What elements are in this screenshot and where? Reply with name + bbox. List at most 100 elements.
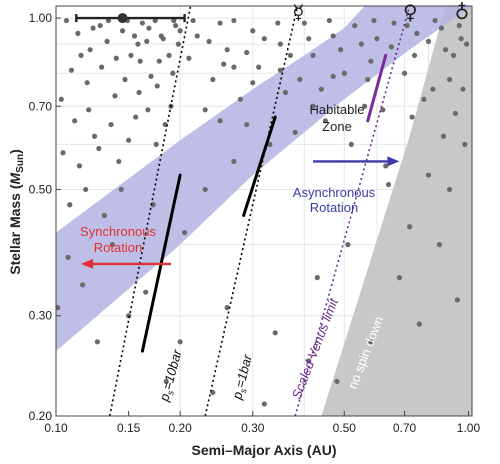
data-point: [456, 22, 462, 29]
data-point: [277, 67, 284, 73]
model-lines: [108, 6, 411, 416]
data-point: [310, 103, 316, 109]
data-point: [380, 107, 386, 113]
data-point: [458, 36, 464, 42]
data-point: [464, 41, 470, 47]
habitable-label-line2: Zone: [322, 119, 352, 134]
data-point: [407, 224, 413, 230]
data-point: [224, 47, 230, 53]
ps1-p: p: [229, 390, 246, 402]
data-point: [90, 25, 96, 31]
x-tick-label: 0.70: [393, 421, 417, 435]
scaled-venus-limit-line: [294, 6, 411, 416]
data-point: [244, 121, 250, 128]
errorbar: [75, 13, 186, 24]
data-point: [409, 114, 415, 120]
data-point: [287, 52, 293, 58]
axis-ticks: 0.10 0.15 0.20 0.30 0.50 0.70 1.00 0.20 0.30 0.50…: [29, 11, 481, 435]
data-point: [146, 25, 152, 31]
data-point: [292, 129, 298, 135]
data-point: [158, 33, 164, 39]
data-point: [96, 145, 102, 152]
data-point: [250, 80, 256, 86]
mercury-symbol: ☿: [292, 0, 304, 24]
data-point: [97, 22, 103, 29]
data-point: [206, 38, 212, 44]
data-point: [374, 36, 380, 42]
data-point: [143, 289, 149, 295]
data-point: [118, 186, 124, 193]
data-point: [261, 36, 267, 42]
data-point: [194, 33, 200, 39]
data-point: [450, 52, 457, 58]
data-point: [256, 64, 262, 70]
data-point: [365, 76, 371, 83]
data-point: [446, 76, 453, 83]
y-axis-label-sub: Sun: [15, 154, 26, 173]
plot-frame: [55, 5, 473, 417]
data-point: [79, 282, 86, 288]
data-point: [136, 89, 142, 96]
data-point: [170, 70, 176, 76]
synchronous-label-line1: Synchronous: [80, 224, 156, 239]
data-point: [310, 52, 316, 58]
data-point: [231, 17, 237, 24]
asynchronous-label-line2: Rotation: [310, 200, 358, 215]
data-point: [84, 80, 90, 86]
data-point: [83, 186, 89, 193]
data-point: [416, 321, 422, 327]
data-point: [128, 52, 134, 58]
data-point: [322, 118, 329, 124]
data-point: [126, 137, 132, 143]
asynchronous-label-line1: Asynchronous: [293, 185, 376, 200]
data-point: [330, 33, 336, 39]
data-point: [56, 305, 61, 311]
data-point: [442, 47, 449, 53]
data-point: [87, 47, 93, 53]
data-point: [425, 38, 432, 44]
data-point: [282, 89, 289, 96]
data-point: [145, 107, 151, 113]
data-point: [385, 181, 392, 188]
data-point: [330, 73, 336, 79]
data-point: [326, 17, 332, 24]
data-point: [250, 28, 256, 34]
data-point: [153, 141, 159, 147]
data-point: [341, 70, 347, 76]
y-axis-label: Stellar Mass (MSun): [7, 149, 26, 275]
y-axis-label-unit: M: [7, 172, 23, 184]
data-point: [181, 229, 188, 236]
data-point: [99, 64, 105, 70]
data-point: [154, 83, 160, 89]
venus-symbol: ♀: [403, 0, 418, 24]
data-point: [139, 20, 146, 26]
data-point: [438, 25, 445, 31]
y-tick-label: 0.70: [29, 99, 53, 113]
ps-1bar-line: [204, 6, 299, 416]
data-point: [425, 172, 432, 178]
habitable-zone-band: [56, 6, 472, 352]
data-point: [122, 76, 128, 83]
data-point: [148, 73, 154, 79]
y-axis-label-main: Stellar Mass (: [7, 184, 23, 275]
data-point: [277, 41, 284, 47]
venus-limit-hz-segment: [366, 53, 388, 123]
y-tick-label: 1.00: [29, 11, 53, 25]
data-point: [462, 141, 468, 147]
data-point: [78, 52, 84, 58]
data-point: [116, 158, 122, 165]
data-point: [244, 49, 250, 56]
earth-symbol: ♁: [455, 0, 470, 24]
y-tick-label: 0.30: [29, 309, 53, 323]
x-tick-label: 0.20: [168, 421, 192, 435]
data-point: [186, 55, 192, 61]
data-point: [163, 378, 169, 385]
data-point: [371, 17, 377, 24]
data-point: [358, 41, 364, 47]
data-point: [348, 141, 354, 147]
data-point: [135, 41, 141, 47]
data-point: [202, 107, 208, 113]
data-point: [297, 76, 303, 83]
data-point: [361, 103, 368, 109]
data-point: [94, 339, 100, 345]
